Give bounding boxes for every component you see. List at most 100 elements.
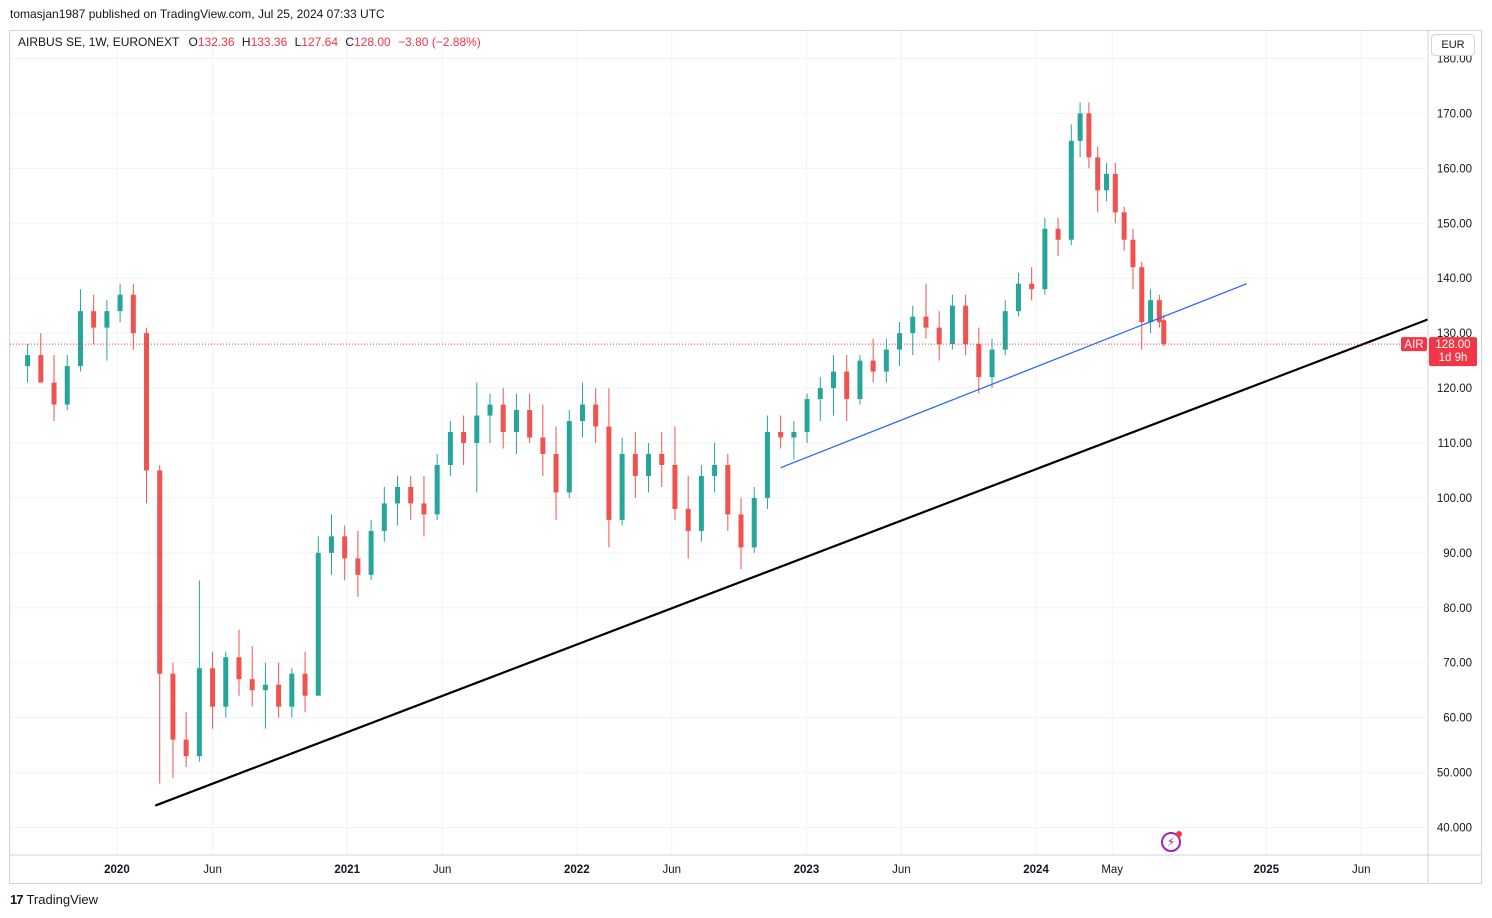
candle-body (1104, 173, 1110, 191)
candle-body (870, 360, 876, 372)
ticker-tag-label: AIR (1404, 339, 1423, 351)
y-tick-label: 40.000 (1437, 823, 1472, 835)
high-value: 133.36 (250, 35, 288, 49)
y-tick-label: 70.00 (1443, 658, 1472, 670)
x-tick-label: 2025 (1254, 864, 1280, 876)
candle-body (1042, 228, 1048, 290)
candle-body (1139, 267, 1145, 323)
candle-body (381, 503, 387, 531)
x-tick-label: May (1101, 864, 1123, 876)
candle-body (712, 464, 718, 476)
candle-body (685, 508, 691, 531)
candle-body (619, 453, 625, 520)
candle-body (196, 668, 202, 757)
candle-body (38, 355, 44, 383)
candle-body (91, 311, 97, 328)
candle-body (1130, 239, 1136, 268)
candle-body (976, 344, 982, 378)
candle-body (144, 333, 150, 471)
candle-body (1148, 300, 1154, 323)
candle-body (949, 305, 955, 345)
currency-selector[interactable]: EUR (1431, 34, 1475, 56)
candle-body (342, 536, 348, 559)
candle-body (368, 530, 374, 575)
ohlc-legend: AIRBUS SE, 1W, EURONEXT O132.36 H133.36 … (18, 35, 481, 49)
x-tick-label: Jun (1352, 864, 1371, 876)
candle-body (883, 349, 889, 372)
candle-body (659, 453, 665, 465)
candle-body (936, 327, 942, 345)
candle-body (1029, 283, 1035, 290)
candle-body (1086, 113, 1092, 158)
candle-body (474, 415, 480, 443)
candle-body (328, 536, 334, 553)
candle-body (910, 316, 916, 334)
candle-body (817, 388, 823, 400)
close-value: 128.00 (354, 35, 391, 49)
price-tag-bg (1429, 337, 1477, 367)
change-value: −3.80 (−2.88%) (398, 35, 481, 49)
y-tick-label: 50.000 (1437, 768, 1472, 780)
y-tick-label: 110.00 (1438, 438, 1472, 450)
candle-body (1095, 157, 1101, 191)
candle-body (1112, 173, 1118, 213)
chart-frame (9, 30, 1482, 884)
candle-body (157, 470, 163, 674)
candle-body (500, 404, 506, 433)
lightning-icon[interactable]: ⚡ (1161, 831, 1182, 852)
candle-body (170, 673, 176, 740)
candle-body (355, 558, 361, 575)
symbol-label[interactable]: AIRBUS SE, 1W, EURONEXT (18, 35, 180, 49)
candle-body (566, 421, 572, 493)
candle-body (1077, 113, 1083, 141)
x-tick-label: 2024 (1023, 864, 1049, 876)
candle-body (698, 475, 704, 531)
y-tick-label: 140.00 (1437, 273, 1472, 285)
y-tick-label: 180.00 (1437, 53, 1472, 65)
candle-body (513, 410, 519, 433)
x-tick-label: Jun (663, 864, 682, 876)
candle-body (751, 497, 757, 548)
candle-body (527, 410, 533, 438)
y-tick-label: 90.00 (1443, 548, 1472, 560)
tradingview-brand[interactable]: 17 TradingView (10, 892, 98, 907)
candle-body (1055, 228, 1061, 240)
blue-trendline (780, 283, 1248, 469)
x-tick-label: Jun (433, 864, 452, 876)
x-tick-label: 2023 (794, 864, 820, 876)
candle-body (183, 739, 189, 757)
candle-body (1161, 320, 1167, 345)
candle-body (725, 464, 731, 515)
candle-body (764, 432, 770, 498)
candle-body (579, 404, 585, 422)
candle-body (989, 349, 995, 378)
candle-body (447, 432, 453, 465)
candle-body (1002, 311, 1008, 350)
candle-body (1121, 212, 1127, 240)
candle-body (593, 404, 599, 427)
grid (10, 31, 1428, 855)
candle-body (791, 432, 797, 438)
candle-body (553, 453, 559, 493)
candle-body (923, 316, 929, 328)
x-tick-label: 2021 (334, 864, 360, 876)
candle-body (857, 360, 863, 400)
open-label: O (188, 35, 198, 49)
candle-body (738, 514, 744, 548)
notification-dot (1176, 831, 1182, 837)
y-tick-label: 170.00 (1437, 108, 1472, 120)
close-label: C (345, 35, 355, 49)
candle-body (540, 437, 546, 454)
candle-body (672, 464, 678, 509)
axes: 40.000 50.000 60.00 70.00 80.00 90.00 100.00 11… (9, 31, 1482, 884)
y-tick-label: 120.00 (1437, 383, 1472, 395)
candle-body (289, 673, 295, 707)
candles (25, 102, 1167, 784)
x-tick-label: 2022 (564, 864, 590, 876)
candle-body (276, 684, 282, 707)
candle-body (434, 464, 440, 515)
candle-body (130, 294, 136, 334)
price-tag-countdown: 1d 9h (1439, 352, 1468, 364)
candle-body (104, 311, 110, 328)
